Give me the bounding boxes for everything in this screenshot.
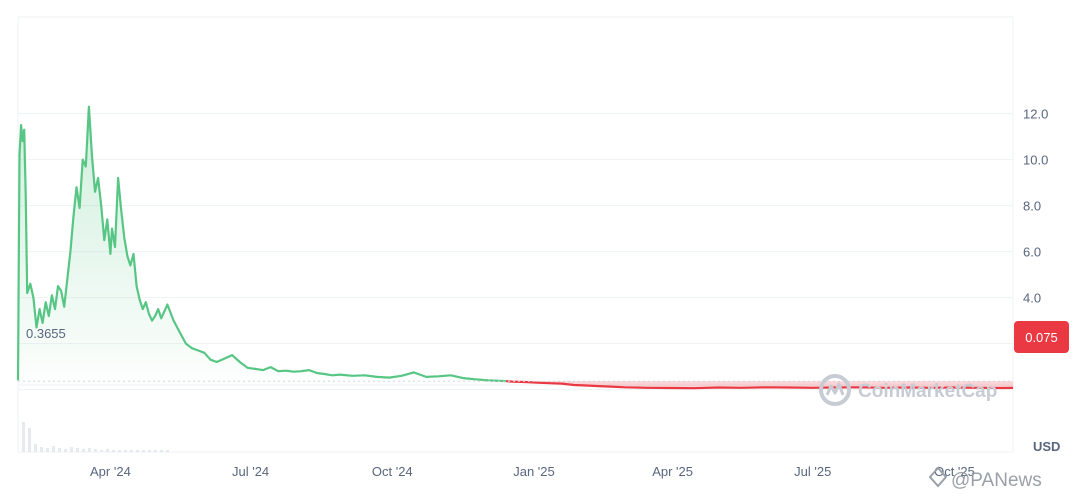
price-area <box>18 106 1013 389</box>
y-axis: 2.04.06.08.010.012.0 <box>1023 107 1048 352</box>
x-tick-label: Jul '24 <box>232 464 269 479</box>
volume-bar <box>82 449 85 452</box>
volume-bar <box>28 428 31 452</box>
x-axis: Apr '24 Jul '24 Oct '24 Jan '25 Apr '25 Jul '… <box>90 464 975 479</box>
y-tick-label: 12.0 <box>1023 107 1048 122</box>
volume-bar <box>88 448 91 452</box>
start-value-label: 0.3655 <box>26 326 66 341</box>
x-tick-label: Jul '25 <box>794 464 831 479</box>
volume-bar <box>130 450 133 452</box>
volume-bar <box>112 450 115 452</box>
y-tick-label: 6.0 <box>1023 245 1041 260</box>
series-line-above <box>16 105 507 383</box>
last-price-badge-bg <box>1014 321 1069 353</box>
volume-bar <box>46 448 49 452</box>
volume-bar <box>40 447 43 452</box>
last-price-badge: 0.075 <box>1014 321 1069 353</box>
series-line-below <box>506 380 1014 390</box>
volume-bar <box>124 450 127 452</box>
panews-logo-icon <box>928 466 948 488</box>
volume-bar <box>142 450 145 452</box>
x-tick-label: Jan '25 <box>513 464 555 479</box>
volume-bar <box>52 446 55 452</box>
panews-watermark: @PANews <box>928 466 1042 491</box>
currency-label: USD <box>1033 439 1060 454</box>
start-value-marker: 0.3655 <box>18 326 1013 382</box>
volume-bar <box>76 448 79 452</box>
last-price-label: 0.075 <box>1025 330 1058 345</box>
x-tick-label: Apr '25 <box>652 464 693 479</box>
volume-bars <box>22 422 169 452</box>
price-line <box>16 105 1014 390</box>
panews-watermark-text: @PANews <box>951 470 1042 491</box>
volume-bar <box>34 444 37 452</box>
coinmarketcap-watermark-text: CoinMarketCap <box>858 381 997 402</box>
volume-bar <box>58 448 61 452</box>
volume-bar <box>166 450 169 452</box>
volume-bar <box>64 449 67 452</box>
coinmarketcap-logo-icon <box>819 374 851 406</box>
volume-bar <box>136 450 139 452</box>
coinmarketcap-watermark: CoinMarketCap <box>819 374 997 406</box>
volume-bar <box>106 449 109 452</box>
volume-bar <box>154 450 157 452</box>
y-tick-label: 4.0 <box>1023 291 1041 306</box>
volume-bar <box>160 450 163 452</box>
volume-bar <box>100 450 103 452</box>
area-above-start <box>18 106 507 382</box>
volume-bar <box>94 449 97 452</box>
x-tick-label: Oct '24 <box>372 464 413 479</box>
grid <box>17 16 1014 453</box>
volume-bar <box>70 447 73 452</box>
y-tick-label: 10.0 <box>1023 153 1048 168</box>
volume-bar <box>118 450 121 452</box>
volume-bar <box>22 422 25 452</box>
y-tick-label: 8.0 <box>1023 199 1041 214</box>
x-tick-label: Apr '24 <box>90 464 131 479</box>
volume-bar <box>148 450 151 452</box>
